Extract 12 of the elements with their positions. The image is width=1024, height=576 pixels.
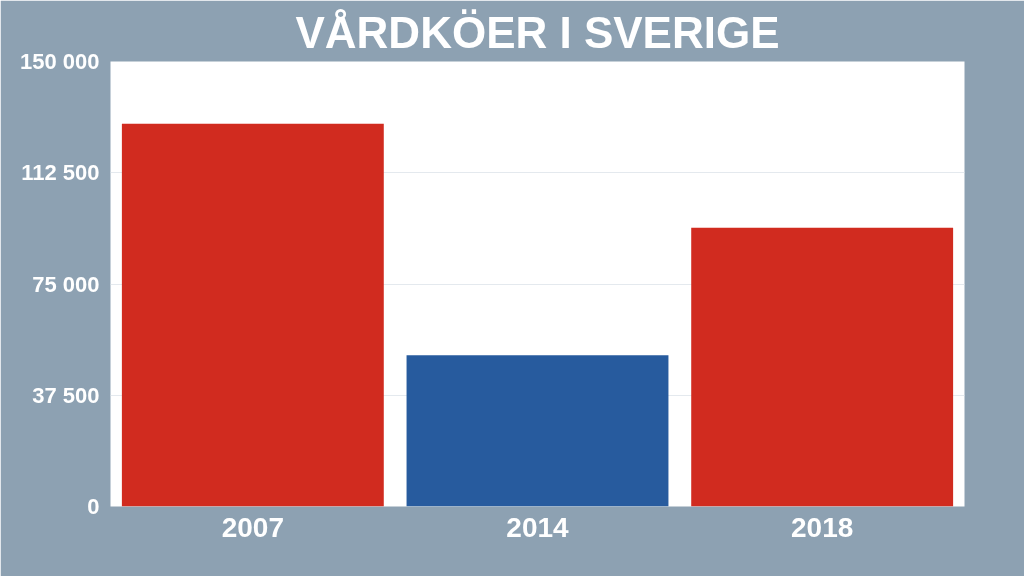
bar — [406, 355, 669, 507]
bar — [121, 123, 384, 507]
y-tick-label: 37 500 — [32, 382, 100, 408]
y-tick-label: 0 — [87, 494, 100, 519]
bar — [691, 227, 954, 507]
x-tick-label: 2018 — [791, 511, 854, 543]
x-tick-label: 2014 — [506, 511, 570, 543]
y-tick-label: 112 500 — [21, 160, 100, 186]
chart-title: VÅRDKÖER I SVERIGE — [295, 7, 780, 57]
x-tick-label: 2007 — [221, 511, 284, 543]
y-tick-label: 150 000 — [19, 49, 100, 74]
y-tick-label: 75 000 — [32, 271, 100, 297]
